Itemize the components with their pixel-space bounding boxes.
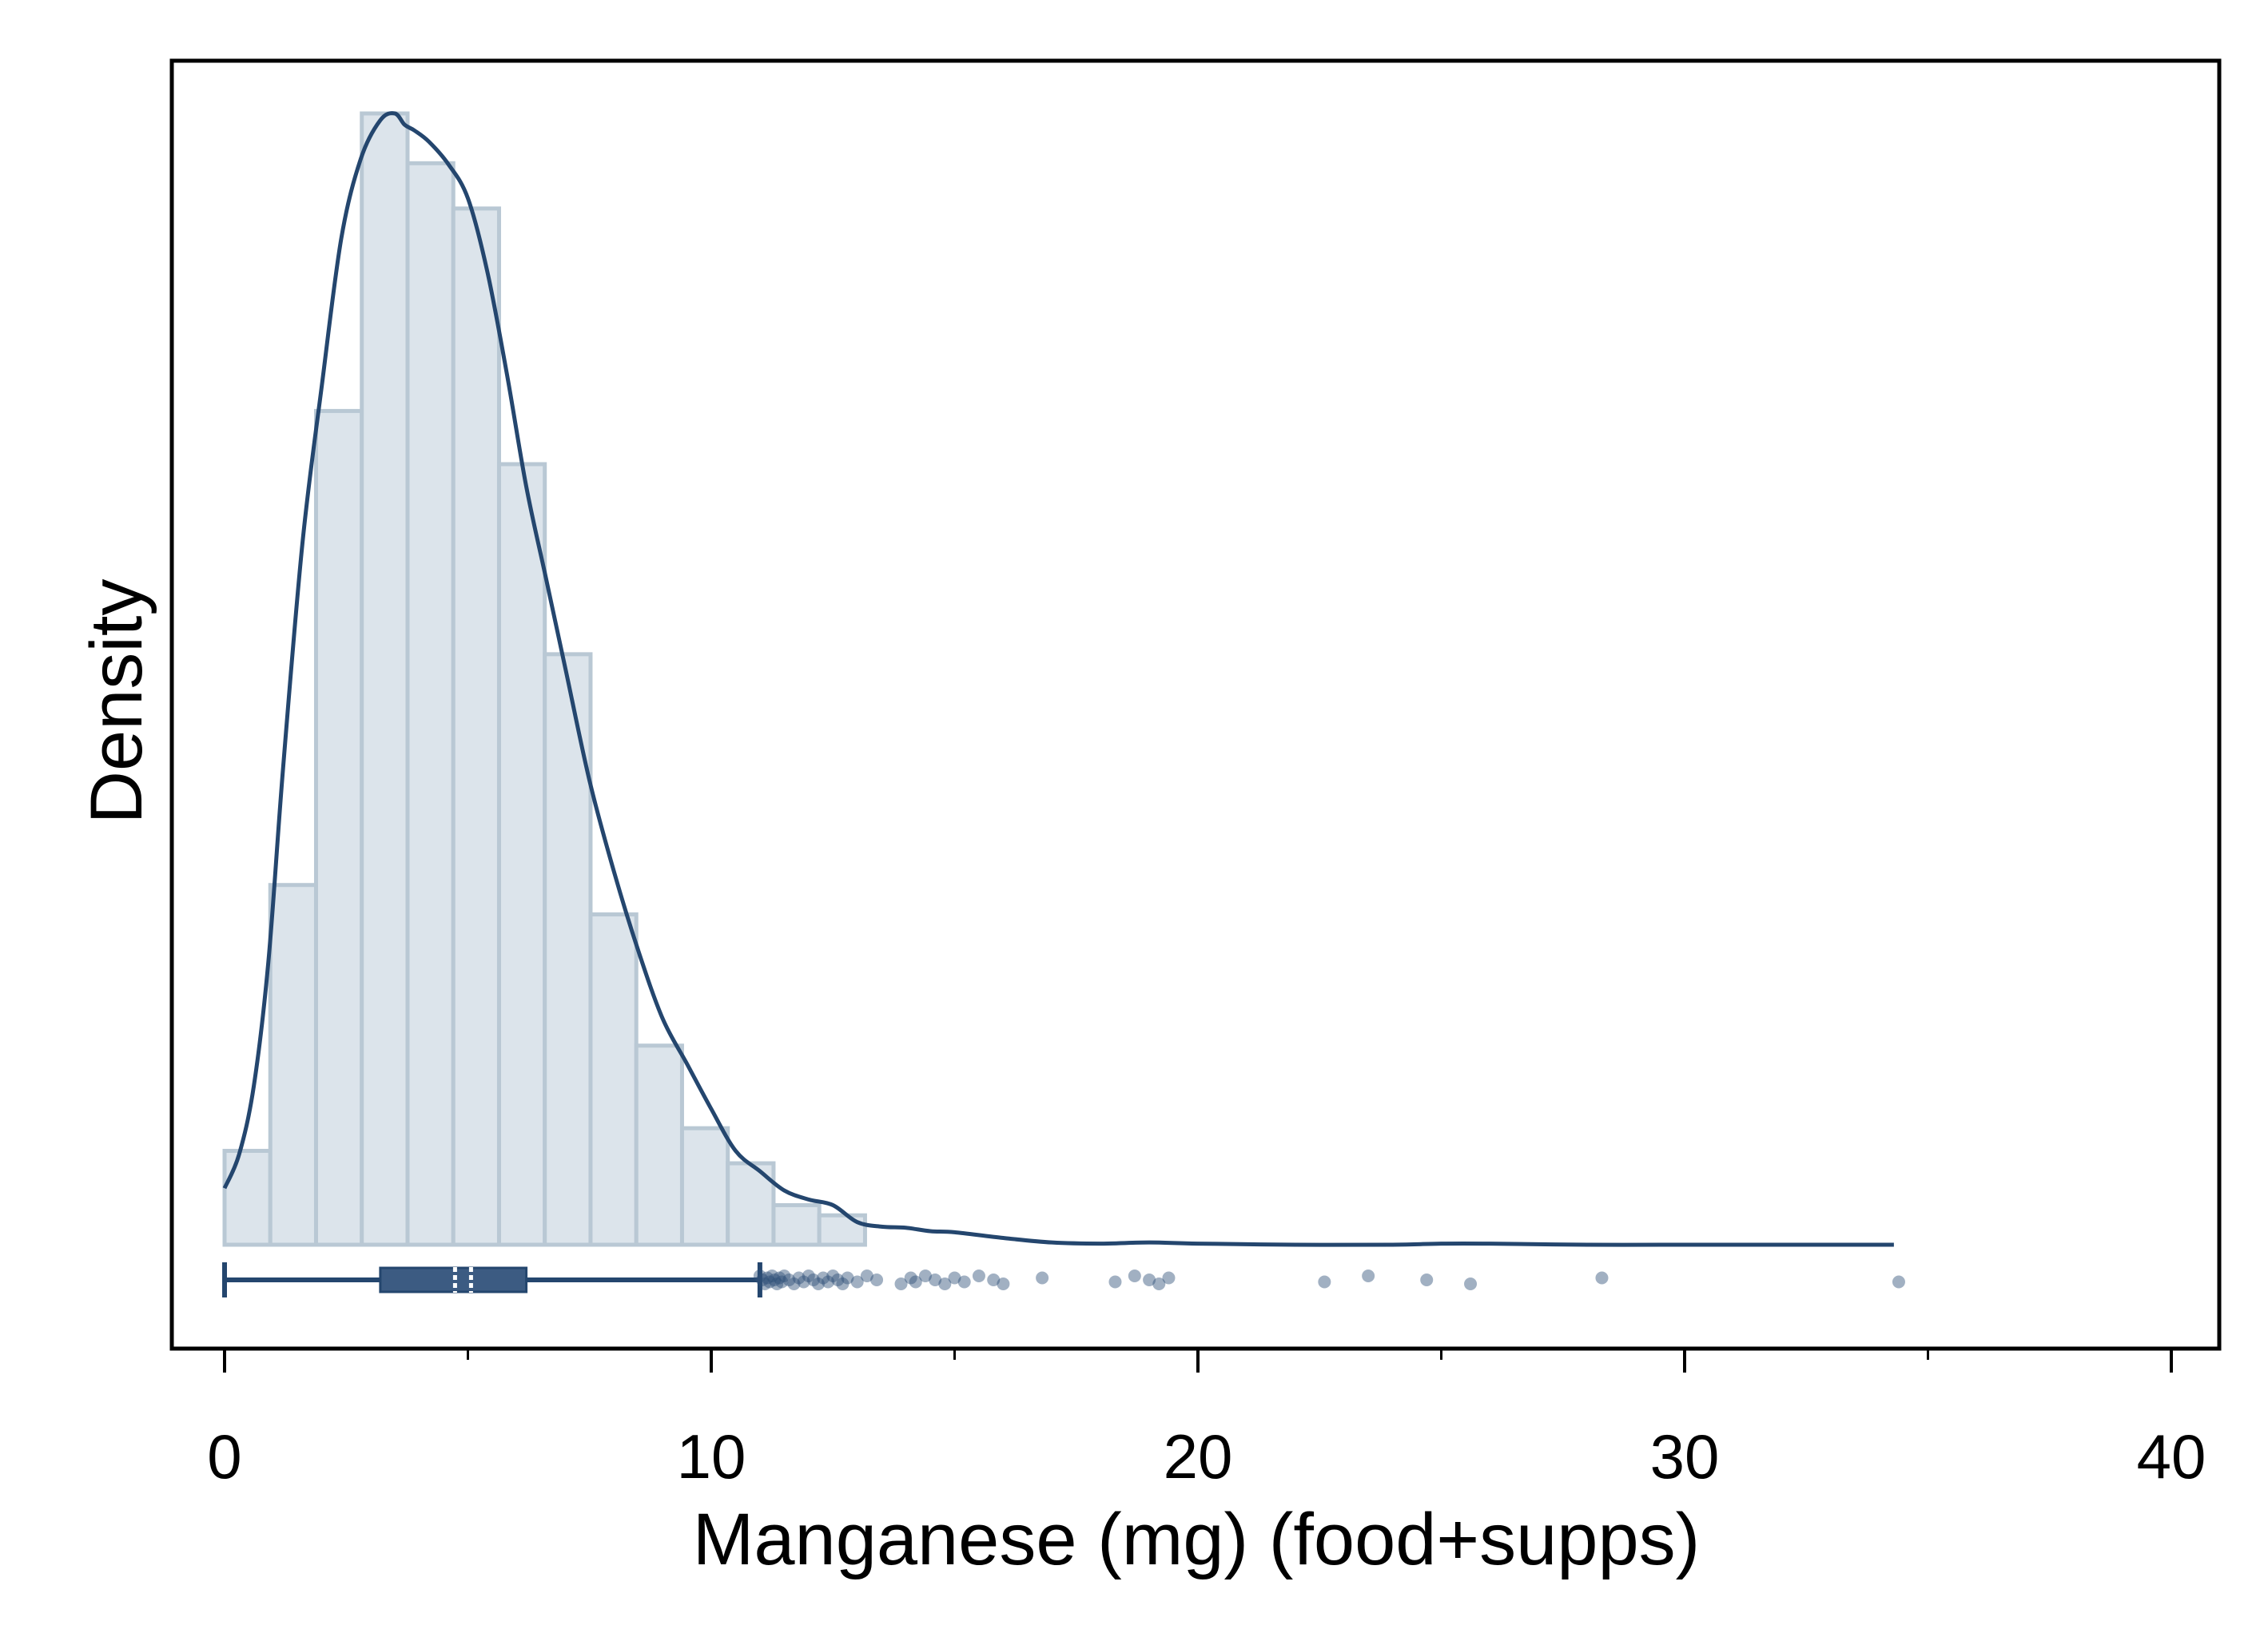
boxplot-outlier-point bbox=[787, 1277, 801, 1290]
boxplot-outlier-point bbox=[850, 1275, 864, 1289]
histogram-bar bbox=[634, 1043, 684, 1247]
histogram-bar bbox=[222, 1148, 273, 1247]
boxplot-outlier-point bbox=[1152, 1277, 1166, 1290]
histogram-bar bbox=[588, 912, 639, 1247]
boxplot-outlier-point bbox=[1108, 1275, 1122, 1289]
histogram-bars bbox=[222, 111, 867, 1247]
y-axis-title: Density bbox=[76, 579, 157, 824]
x-tick-label: 40 bbox=[2137, 1421, 2206, 1492]
x-tick-label: 0 bbox=[207, 1421, 241, 1492]
boxplot-outlier-point bbox=[929, 1274, 942, 1286]
boxplot-outlier-point bbox=[841, 1271, 854, 1285]
boxplot-outlier-point bbox=[904, 1271, 917, 1285]
boxplot-outlier-point bbox=[797, 1275, 810, 1289]
boxplot-outlier-point bbox=[817, 1271, 830, 1285]
boxplot-outlier-point bbox=[836, 1277, 850, 1290]
boxplot-outlier-point bbox=[758, 1277, 771, 1290]
boxplot-outlier-point bbox=[778, 1270, 791, 1282]
boxplot-outlier-point bbox=[763, 1275, 777, 1289]
boxplot-outlier-point bbox=[755, 1274, 769, 1286]
boxplot-outlier-point bbox=[826, 1270, 840, 1282]
boxplot-outlier-point bbox=[768, 1274, 782, 1286]
histogram-bar bbox=[268, 883, 318, 1247]
histogram-bar bbox=[817, 1213, 867, 1247]
boxplot-outlier-point bbox=[948, 1271, 961, 1285]
boxplot-outlier-point bbox=[870, 1274, 884, 1286]
histogram-bar bbox=[496, 462, 547, 1247]
histogram-bar bbox=[451, 206, 501, 1247]
histogram-bar bbox=[771, 1202, 822, 1247]
boxplot-outlier-point bbox=[782, 1274, 796, 1286]
boxplot-outlier-point bbox=[860, 1270, 873, 1282]
boxplot-outlier-point bbox=[1318, 1275, 1331, 1289]
boxplot-outlier-point bbox=[1892, 1275, 1905, 1289]
boxplot-outlier-point bbox=[1420, 1274, 1434, 1286]
x-axis: 0 10 20 30 40 bbox=[207, 1349, 2206, 1492]
x-tick-label: 10 bbox=[677, 1421, 746, 1492]
boxplot-outlier-point bbox=[802, 1270, 815, 1282]
boxplot-outlier-point bbox=[831, 1274, 845, 1286]
boxplot-outlier-point bbox=[987, 1274, 1001, 1286]
boxplot-outlier-point bbox=[770, 1277, 784, 1290]
boxplot-layer bbox=[222, 1262, 1905, 1297]
boxplot-outlier-point bbox=[811, 1277, 825, 1290]
boxplot-outlier-point bbox=[1464, 1277, 1478, 1290]
boxplot-outlier-point bbox=[894, 1277, 908, 1290]
boxplot-outlier-point bbox=[792, 1271, 806, 1285]
x-tick-label: 20 bbox=[1164, 1421, 1233, 1492]
density-curve bbox=[222, 111, 1894, 1247]
boxplot-outlier-point bbox=[909, 1275, 922, 1289]
boxplot-outlier-point bbox=[1128, 1270, 1141, 1282]
boxplot-outlier-point bbox=[1036, 1271, 1049, 1285]
boxplot-outlier-point bbox=[957, 1275, 971, 1289]
boxplot-outlier-point bbox=[972, 1270, 985, 1282]
histogram-bar bbox=[405, 161, 456, 1247]
density-curve-layer bbox=[222, 111, 1894, 1247]
histogram-bar bbox=[313, 408, 364, 1247]
x-axis-title: Manganese (mg) (food+supps) bbox=[693, 1499, 1701, 1580]
boxplot-outlier-point bbox=[918, 1270, 932, 1282]
histogram-bar bbox=[360, 111, 410, 1247]
boxplot-outlier-point bbox=[775, 1275, 789, 1289]
boxplot-outlier-point bbox=[766, 1270, 779, 1282]
boxplot-outlier-point bbox=[1143, 1274, 1156, 1286]
boxplot-outlier-point bbox=[1162, 1271, 1176, 1285]
plot-frame bbox=[169, 58, 2222, 1351]
boxplot-outlier-point bbox=[822, 1275, 835, 1289]
boxplot-outlier-point bbox=[753, 1270, 766, 1282]
boxplot-outlier-point bbox=[938, 1277, 952, 1290]
histogram-bar bbox=[543, 652, 593, 1247]
boxplot-outlier-point bbox=[1362, 1270, 1375, 1282]
boxplot-outlier-point bbox=[1595, 1271, 1609, 1285]
boxplot-outlier-point bbox=[997, 1277, 1010, 1290]
histogram-bar bbox=[679, 1126, 730, 1247]
boxplot-outlier-point bbox=[806, 1274, 820, 1286]
boxplot-outlier-point bbox=[761, 1271, 774, 1285]
boxplot-outlier-point bbox=[773, 1271, 786, 1285]
x-tick-label: 30 bbox=[1650, 1421, 1720, 1492]
